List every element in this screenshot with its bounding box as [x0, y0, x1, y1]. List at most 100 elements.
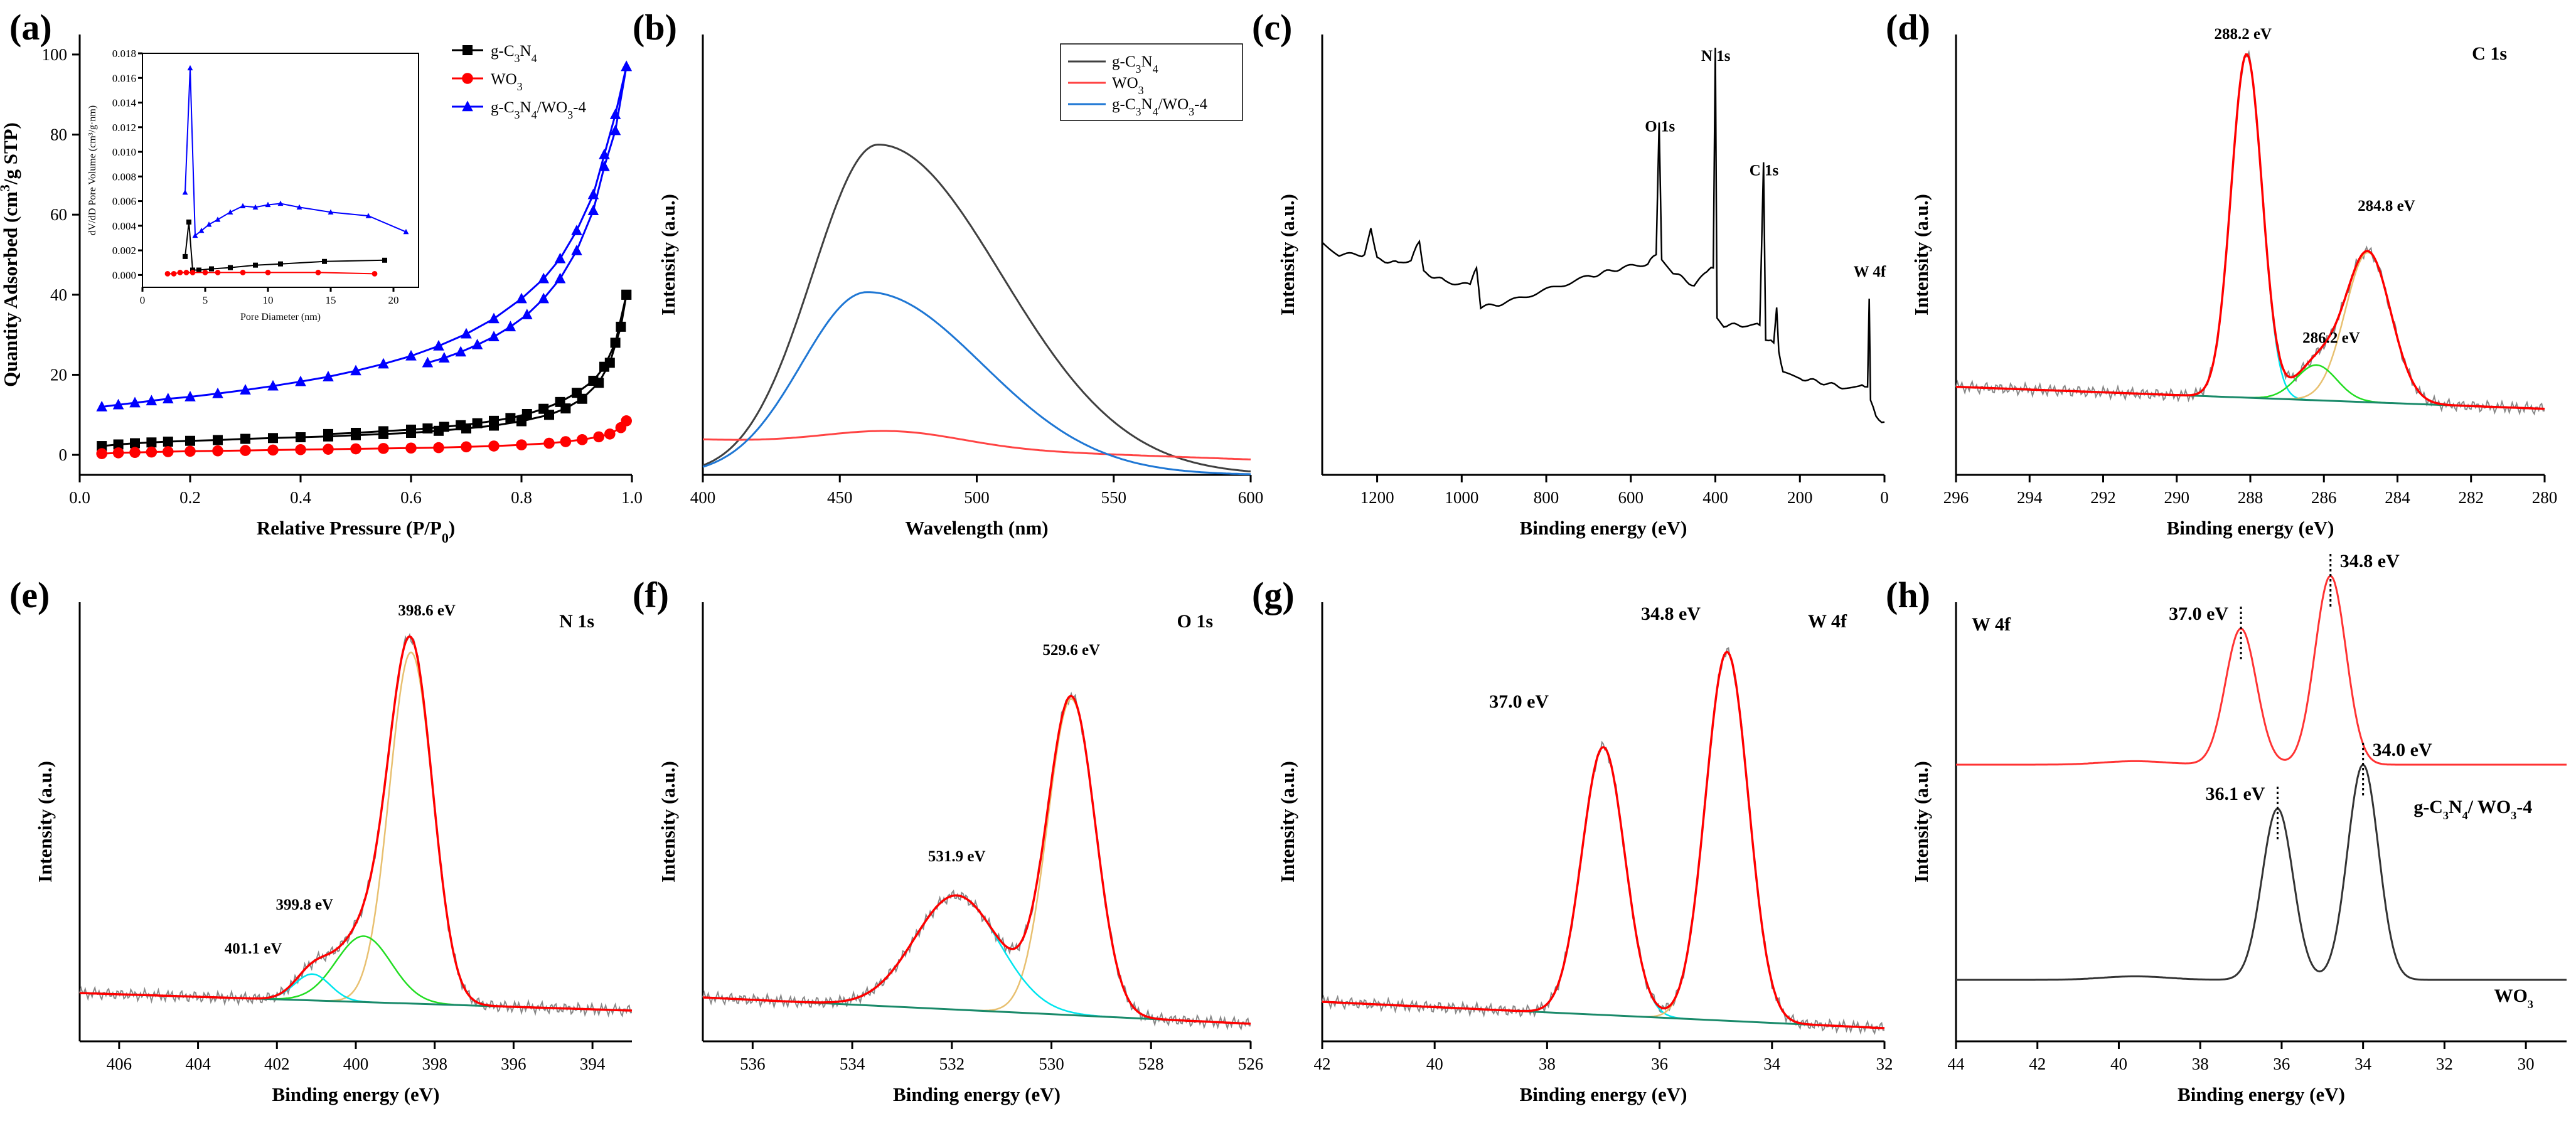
data-point	[505, 321, 516, 332]
data-point	[455, 346, 466, 357]
data-point	[471, 338, 483, 349]
inset-series-line	[184, 68, 407, 237]
inset-series-line	[168, 272, 375, 275]
x-tick-label: 32	[2436, 1055, 2453, 1073]
inset-data-point	[177, 270, 183, 275]
x-tick-label: 550	[1101, 488, 1127, 507]
inset-x-tick-label: 0	[140, 294, 146, 306]
x-tick-label: 38	[2192, 1055, 2209, 1073]
data-point	[323, 428, 333, 439]
data-point	[577, 434, 588, 445]
data-point	[350, 443, 361, 455]
inset-chart: 0 5 10 15 20 0.000 0.002 0.004 0.006 0.008 0.010 0.…	[87, 48, 419, 322]
data-point	[96, 400, 107, 412]
x-tick-label: 0	[1880, 488, 1889, 507]
inset-series-0	[183, 219, 387, 273]
y-axis-title: Intensity (a.u.)	[657, 761, 679, 883]
x-tick-label: 406	[107, 1055, 132, 1073]
x-tick-label: 294	[2017, 488, 2043, 507]
y-tick-label: 40	[50, 285, 67, 304]
data-point	[488, 440, 500, 452]
x-tick-label: 1000	[1445, 488, 1478, 507]
peak-label: 34.0 eV	[2373, 740, 2432, 760]
inset-y-tick-label: 0.002	[112, 245, 136, 257]
component-peak	[79, 935, 633, 1012]
data-point	[488, 312, 500, 324]
data-point	[405, 442, 417, 454]
data-point	[96, 448, 107, 459]
x-tick-label: 282	[2459, 488, 2484, 507]
inset-y-tick-label: 0.014	[112, 97, 137, 109]
data-point	[610, 337, 621, 348]
inset-data-point	[187, 65, 193, 71]
data-point	[296, 432, 306, 443]
x-tick-label: 396	[501, 1055, 526, 1073]
data-point	[240, 384, 251, 395]
inset-data-point	[183, 253, 188, 259]
inset-data-point	[403, 228, 409, 235]
y-axis-title: Intensity (a.u.)	[1276, 761, 1298, 883]
fit-envelope	[79, 635, 633, 1012]
data-point	[555, 396, 565, 407]
inset-y-tick-label: 0.004	[112, 220, 137, 232]
peak-label: 529.6 eV	[1042, 642, 1100, 659]
x-tick-label: 0.0	[69, 488, 90, 507]
data-point	[323, 444, 334, 455]
x-tick-label: 0.8	[511, 488, 532, 507]
inset-series-1	[164, 270, 378, 277]
chart-e: 406 404 402 400 398 396 394 Binding energy (eV)…	[9, 575, 633, 1105]
data-point	[130, 438, 140, 449]
panel-letter: (b)	[633, 7, 677, 48]
x-tick-label: 600	[1618, 488, 1644, 507]
x-tick-label: 0.4	[290, 488, 311, 507]
data-point	[422, 423, 433, 433]
data-point	[163, 393, 174, 403]
data-point	[212, 387, 223, 398]
inset-series-2	[182, 65, 409, 238]
data-point	[433, 442, 444, 454]
data-point	[516, 439, 527, 450]
peak-label: 288.2 eV	[2214, 26, 2272, 43]
data-point	[323, 371, 334, 381]
inset-data-point	[228, 265, 233, 270]
panel-letter: (c)	[1252, 7, 1292, 48]
inset-y-tick-label: 0.012	[112, 122, 136, 134]
data-point	[587, 205, 599, 215]
data-point	[213, 435, 223, 445]
data-point	[543, 437, 555, 449]
x-tick-label: 44	[1948, 1055, 1965, 1073]
data-point	[609, 109, 621, 119]
inset-data-point	[198, 227, 205, 233]
data-point	[599, 361, 609, 372]
data-point	[163, 437, 173, 447]
peak-label: 398.6 eV	[398, 602, 456, 619]
component-peak	[1322, 746, 1885, 1029]
x-tick-label: 290	[2164, 488, 2190, 507]
inset-x-title: Pore Diameter (nm)	[240, 312, 321, 322]
legend-entry: g-C3N4/WO3-4	[491, 99, 586, 121]
data-point	[560, 436, 572, 447]
data-point	[604, 428, 616, 440]
series-line	[702, 143, 1251, 472]
x-tick-label: 530	[1039, 1055, 1064, 1073]
x-axis-title: Binding energy (eV)	[2178, 1083, 2345, 1105]
inset-x-tick-label: 15	[326, 294, 336, 306]
y-tick-label: 0	[59, 445, 68, 464]
series-label: WO3	[2494, 986, 2533, 1011]
x-tick-label: 32	[1876, 1055, 1893, 1073]
inset-data-point	[371, 271, 378, 277]
data-point	[516, 292, 527, 304]
data-point	[621, 289, 632, 300]
inset-y-tick-label: 0.010	[112, 146, 136, 158]
panel-letter: (d)	[1886, 7, 1930, 48]
inset-data-point	[265, 270, 271, 275]
series-line	[102, 66, 628, 408]
data-point	[268, 433, 278, 444]
data-point	[378, 358, 389, 369]
inset-y-tick-label: 0.008	[112, 171, 136, 183]
data-point	[621, 60, 632, 72]
data-point	[621, 415, 632, 427]
peak-label: 34.8 eV	[2340, 551, 2400, 571]
inset-data-point	[296, 204, 302, 210]
